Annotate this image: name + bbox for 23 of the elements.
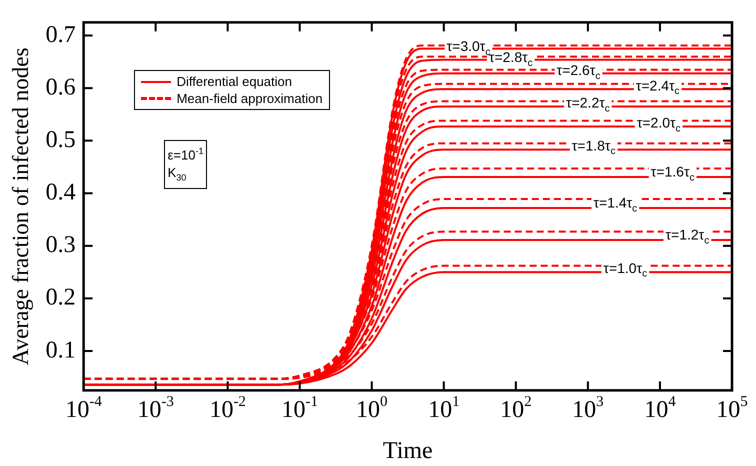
annotation: ε=10$^{-1}$ (168, 146, 204, 163)
y-tick-label: 0.3 (46, 232, 76, 258)
y-tick-label: 0.5 (46, 126, 76, 153)
x-tick-label: 10$^{5}$ (716, 394, 748, 424)
x-tick-label: 10$^{0}$ (356, 394, 388, 424)
legend-label: Mean-field approximation (176, 90, 323, 108)
annotation: K$_{30}$ (168, 164, 186, 182)
y-tick-label: 0.6 (46, 74, 76, 100)
legend-label: Differential equation (176, 73, 292, 90)
x-tick-label: 10$^{-2}$ (209, 394, 246, 424)
x-tick-label: 10$^{-1}$ (281, 394, 318, 424)
x-tick-label: 10$^{-4}$ (65, 394, 102, 424)
x-tick-label: 10$^{3}$ (572, 394, 604, 424)
y-tick-label: 0.2 (46, 284, 76, 311)
y-tick-label: 0.7 (46, 22, 76, 48)
x-axis-title: Time (382, 438, 433, 464)
x-tick-label: 10$^{4}$ (644, 394, 676, 424)
y-tick-label: 0.1 (46, 337, 76, 364)
x-tick-label: 10$^{2}$ (500, 394, 532, 424)
y-axis-title: Average fraction of infected nodes (8, 48, 33, 366)
x-tick-label: 10$^{-3}$ (137, 394, 174, 424)
x-tick-label: 10$^{1}$ (428, 394, 460, 424)
y-tick-label: 0.4 (46, 180, 76, 206)
